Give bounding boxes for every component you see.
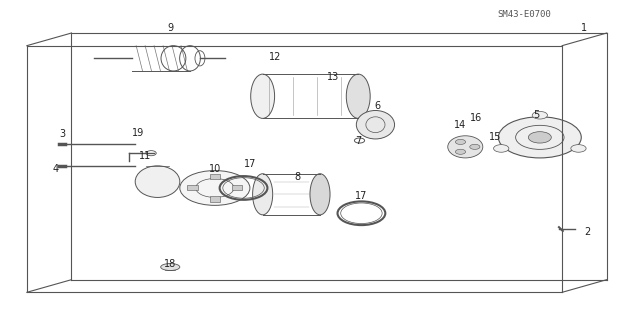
Text: 14: 14: [454, 120, 467, 130]
Text: 16: 16: [470, 113, 483, 123]
Text: 18: 18: [164, 259, 177, 269]
Text: 4: 4: [52, 164, 59, 174]
Circle shape: [456, 139, 466, 145]
Text: 12: 12: [269, 52, 282, 62]
Text: SM43-E0700: SM43-E0700: [497, 10, 551, 19]
Text: 2: 2: [584, 227, 591, 237]
Ellipse shape: [310, 174, 330, 215]
Text: 8: 8: [294, 172, 301, 182]
Text: 17: 17: [355, 191, 367, 201]
Text: 10: 10: [209, 164, 221, 174]
Ellipse shape: [346, 74, 370, 118]
Bar: [188, 185, 198, 190]
Circle shape: [456, 149, 466, 154]
Circle shape: [470, 144, 480, 149]
Circle shape: [493, 145, 509, 152]
Bar: [210, 174, 220, 179]
Text: 9: 9: [167, 23, 173, 33]
Text: 19: 19: [132, 128, 145, 137]
Ellipse shape: [253, 174, 273, 215]
Ellipse shape: [161, 263, 180, 271]
Text: 6: 6: [374, 101, 380, 111]
Ellipse shape: [356, 110, 394, 139]
Circle shape: [180, 171, 250, 205]
Bar: [232, 185, 243, 190]
Ellipse shape: [251, 74, 275, 118]
Ellipse shape: [135, 166, 180, 197]
Text: 13: 13: [326, 72, 339, 82]
Ellipse shape: [448, 136, 483, 158]
Circle shape: [532, 111, 547, 119]
Text: 17: 17: [244, 159, 256, 169]
Text: 11: 11: [139, 151, 151, 161]
Text: 15: 15: [489, 132, 501, 142]
Circle shape: [571, 145, 586, 152]
Text: 7: 7: [355, 136, 362, 145]
Circle shape: [499, 117, 581, 158]
Text: 1: 1: [581, 23, 588, 33]
Circle shape: [529, 132, 551, 143]
Bar: [210, 197, 220, 202]
Text: 3: 3: [59, 129, 65, 139]
Text: 5: 5: [534, 110, 540, 120]
